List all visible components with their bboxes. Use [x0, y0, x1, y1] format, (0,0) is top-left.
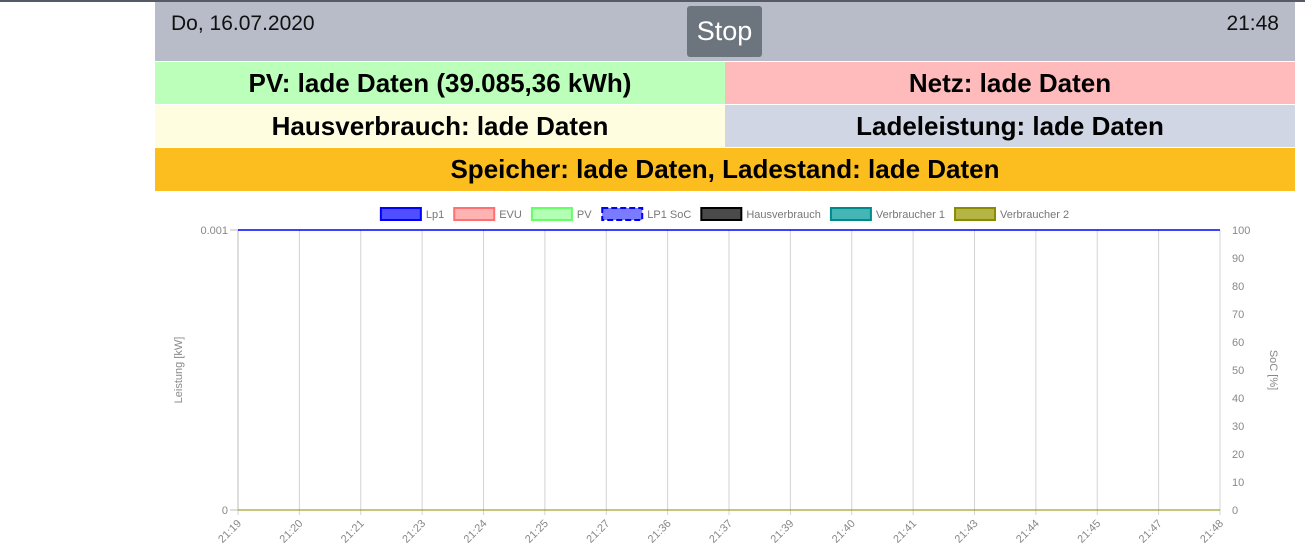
legend-swatch	[829, 207, 872, 221]
speicher-status-text: Speicher: lade Daten, Ladestand: lade Da…	[450, 154, 1000, 184]
legend-label: Hausverbrauch	[746, 209, 821, 221]
hausverbrauch-status-tile: Hausverbrauch: lade Daten	[155, 105, 725, 147]
x-tick-label: 21:27	[584, 518, 612, 546]
x-tick-label: 21:47	[1137, 518, 1165, 546]
x-tick-label: 21:44	[1014, 518, 1042, 546]
y2-tick-label: 70	[1232, 309, 1244, 321]
y2-tick-label: 90	[1232, 253, 1244, 265]
x-tick-label: 21:43	[953, 518, 981, 546]
legend-label: Verbraucher 2	[1000, 209, 1069, 221]
legend-swatch	[700, 207, 743, 221]
y2-tick-label: 0	[1232, 505, 1238, 517]
time-display: 21:48	[1226, 12, 1279, 35]
legend-swatch	[379, 207, 422, 221]
x-tick-label: 21:40	[830, 518, 858, 546]
x-tick-label: 21:41	[891, 518, 919, 546]
x-tick-label: 21:24	[462, 518, 490, 546]
legend-label: Lp1	[426, 209, 444, 221]
top-border	[0, 0, 1305, 2]
legend-label: LP1 SoC	[647, 209, 691, 221]
hausverbrauch-status-text: Hausverbrauch: lade Daten	[271, 110, 609, 141]
y2-tick-label: 10	[1232, 477, 1244, 489]
pv-status-text: PV: lade Daten (39.085,36 kWh)	[248, 67, 632, 98]
x-tick-label: 21:21	[339, 518, 367, 546]
ladeleistung-status-tile: Ladeleistung: lade Daten	[725, 105, 1295, 147]
netz-status-tile: Netz: lade Daten	[725, 62, 1295, 104]
legend-label: EVU	[499, 209, 522, 221]
x-tick-label: 21:20	[278, 518, 306, 546]
x-tick-label: 21:19	[216, 518, 244, 546]
y-axis-title: Leistung [kW]	[173, 337, 185, 404]
x-tick-label: 21:36	[646, 518, 674, 546]
y2-axis-title: SoC [%]	[1267, 350, 1279, 390]
netz-status-text: Netz: lade Daten	[908, 67, 1112, 98]
ladeleistung-status-text: Ladeleistung: lade Daten	[856, 110, 1164, 141]
header-bar: Do, 16.07.2020 Stop 21:48	[155, 2, 1295, 61]
y2-tick-label: 40	[1232, 393, 1244, 405]
date-display: Do, 16.07.2020	[171, 12, 315, 35]
x-tick-label: 21:39	[769, 518, 797, 546]
y-tick-label: 0	[222, 505, 228, 517]
x-tick-label: 21:25	[523, 518, 551, 546]
y2-tick-label: 50	[1232, 365, 1244, 377]
x-tick-label: 21:23	[400, 518, 428, 546]
legend-swatch	[601, 207, 644, 221]
legend-swatch	[453, 207, 496, 221]
x-tick-label: 21:45	[1075, 518, 1103, 546]
y-tick-label: 0.001	[200, 225, 228, 237]
legend-swatch	[954, 207, 997, 221]
y2-tick-label: 60	[1232, 337, 1244, 349]
y2-tick-label: 30	[1232, 421, 1244, 433]
pv-status-tile: PV: lade Daten (39.085,36 kWh)	[155, 62, 725, 104]
x-tick-label: 21:37	[707, 518, 735, 546]
y2-tick-label: 100	[1232, 225, 1250, 237]
y2-tick-label: 80	[1232, 281, 1244, 293]
x-tick-label: 21:48	[1198, 518, 1226, 546]
legend-label: PV	[577, 209, 592, 221]
legend-swatch	[530, 207, 573, 221]
stop-button[interactable]: Stop	[687, 6, 762, 57]
y2-tick-label: 20	[1232, 449, 1244, 461]
legend-label: Verbraucher 1	[876, 209, 945, 221]
speicher-status-tile: Speicher: lade Daten, Ladestand: lade Da…	[155, 148, 1295, 191]
